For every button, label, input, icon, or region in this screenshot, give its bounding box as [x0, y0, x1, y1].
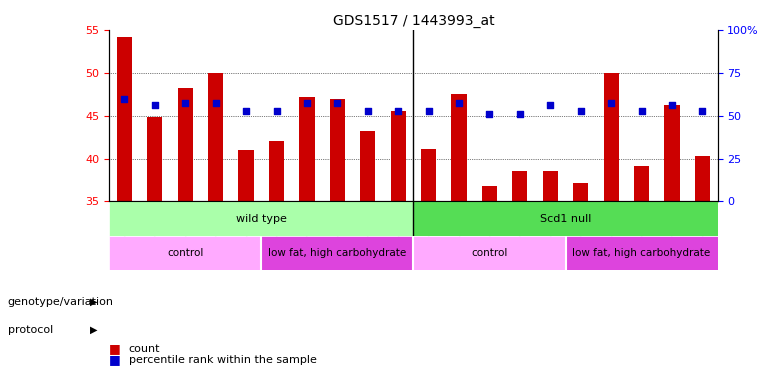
Text: wild type: wild type — [236, 214, 287, 223]
Point — [452, 100, 465, 106]
Text: low fat, high carbohydrate: low fat, high carbohydrate — [573, 248, 711, 258]
Point — [574, 108, 587, 114]
Bar — [391, 111, 406, 201]
Bar — [452, 94, 466, 201]
Point — [240, 108, 253, 114]
Bar — [109, 236, 261, 270]
Text: low fat, high carbohydrate: low fat, high carbohydrate — [268, 248, 406, 258]
Text: Scd1 null: Scd1 null — [540, 214, 591, 223]
Bar — [208, 73, 223, 201]
Bar — [413, 201, 718, 236]
Text: genotype/variation: genotype/variation — [8, 297, 114, 307]
Point — [179, 100, 192, 106]
Bar — [543, 171, 558, 201]
Point — [362, 108, 374, 114]
Bar — [360, 131, 375, 201]
Point — [635, 108, 647, 114]
Text: count: count — [129, 344, 160, 354]
Point — [332, 100, 344, 106]
Text: ▶: ▶ — [90, 325, 98, 335]
Text: control: control — [471, 248, 508, 258]
Point — [544, 102, 556, 108]
Title: GDS1517 / 1443993_at: GDS1517 / 1443993_at — [332, 13, 495, 28]
Point — [666, 102, 679, 108]
Bar — [109, 201, 413, 236]
Bar — [261, 236, 413, 270]
Bar — [300, 97, 314, 201]
Point — [514, 111, 526, 117]
Point — [119, 96, 131, 102]
Text: ■: ■ — [109, 342, 121, 355]
Point — [605, 100, 618, 106]
Bar — [634, 166, 649, 201]
Point — [271, 108, 283, 114]
Bar — [604, 73, 619, 201]
Bar — [239, 150, 254, 201]
Bar — [512, 171, 527, 201]
Point — [149, 102, 161, 108]
Bar — [117, 37, 132, 201]
Text: ▶: ▶ — [90, 297, 98, 307]
Bar — [178, 88, 193, 201]
Bar — [147, 117, 162, 201]
Text: percentile rank within the sample: percentile rank within the sample — [129, 355, 317, 365]
Point — [209, 100, 222, 106]
Point — [392, 108, 405, 114]
Point — [697, 108, 709, 114]
Bar — [695, 156, 710, 201]
Bar — [665, 105, 679, 201]
Point — [484, 111, 496, 117]
Bar — [413, 236, 566, 270]
Bar — [573, 183, 588, 201]
Bar — [566, 236, 718, 270]
Text: control: control — [167, 248, 204, 258]
Point — [423, 108, 435, 114]
Point — [301, 100, 314, 106]
Bar — [482, 186, 497, 201]
Text: protocol: protocol — [8, 325, 53, 335]
Bar — [330, 99, 345, 201]
Text: ■: ■ — [109, 354, 121, 366]
Bar — [269, 141, 284, 201]
Bar — [421, 149, 436, 201]
